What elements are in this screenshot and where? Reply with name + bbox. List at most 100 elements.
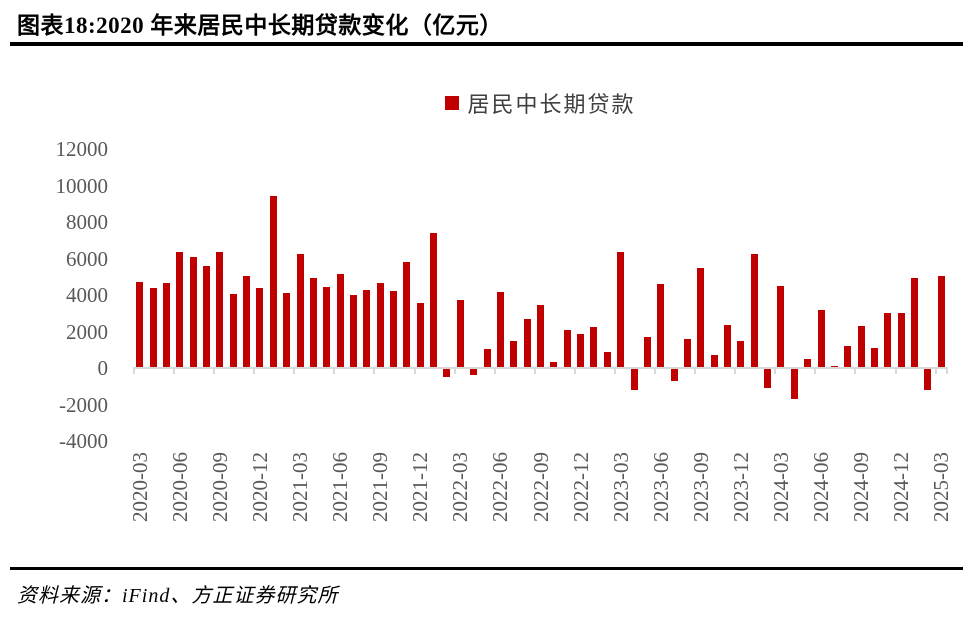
x-axis-tick [694, 367, 697, 374]
x-axis-tick [253, 367, 256, 374]
bar-2021-10 [390, 290, 398, 368]
bar-2024-05 [804, 358, 812, 368]
x-axis-tick [854, 367, 857, 374]
bar-2021-05 [323, 287, 331, 368]
x-axis-tick-label: 2021-03 [288, 452, 312, 522]
bar-2022-09 [537, 304, 544, 368]
x-axis-tick-label: 2020-12 [247, 452, 272, 522]
x-axis-tick [894, 367, 897, 374]
footer-divider [10, 567, 963, 570]
x-axis-tick [774, 367, 777, 374]
bar-2024-12 [897, 313, 905, 368]
x-axis-tick [573, 367, 576, 374]
bar-2023-11 [724, 325, 732, 368]
source-note: 资料来源：iFind、方正证券研究所 [17, 585, 339, 607]
bar-2020-04 [149, 287, 157, 368]
bar-2024-09 [857, 326, 865, 368]
bar-2020-09 [216, 251, 224, 368]
bar-2022-06 [496, 291, 504, 368]
x-axis-tick-label: 2020-06 [167, 452, 192, 522]
title-divider [10, 42, 963, 46]
y-axis-tick-label: 0 [97, 356, 109, 380]
x-axis-tick [133, 367, 135, 374]
bar-2021-03 [296, 254, 304, 368]
x-axis-tick-label: 2021-09 [368, 452, 393, 522]
x-axis-tick [293, 367, 296, 374]
bar-2021-02 [283, 292, 291, 368]
bar-2023-08 [683, 338, 691, 368]
x-axis-line [133, 367, 948, 369]
y-axis-tick-label: -2000 [59, 392, 108, 417]
y-axis-tick-label: 10000 [55, 173, 109, 198]
x-axis-tick [613, 367, 616, 374]
y-axis-tick-label: 12000 [55, 137, 109, 161]
bar-2022-10 [550, 361, 558, 368]
bar-2020-06 [176, 252, 184, 368]
x-axis-tick [413, 367, 416, 374]
bar-2022-12 [577, 333, 585, 368]
bar-2021-11 [403, 261, 411, 368]
bar-2023-02 [603, 352, 611, 368]
bar-2020-05 [162, 282, 170, 368]
bar-2021-04 [309, 278, 317, 368]
bar-2023-04 [630, 369, 638, 391]
bar-2023-05 [643, 337, 651, 368]
x-axis-tick [734, 367, 737, 374]
bar-2022-02 [443, 369, 451, 378]
x-axis-tick [814, 367, 817, 374]
x-axis-tick-label: 2020-03 [127, 452, 152, 522]
bar-2024-10 [871, 347, 879, 368]
x-axis-tick-label: 2022-12 [568, 452, 593, 522]
bar-2020-07 [189, 257, 197, 368]
bar-2024-01 [750, 253, 758, 368]
bar-2023-07 [670, 369, 678, 382]
x-axis-tick-label: 2025-03 [929, 452, 954, 522]
y-axis-tick-label: 8000 [66, 210, 108, 234]
bar-2021-09 [376, 282, 384, 368]
y-axis-tick-label: 6000 [66, 246, 108, 271]
x-axis-tick [213, 367, 216, 374]
x-axis-tick-label: 2021-12 [408, 452, 433, 522]
bar-2020-03 [136, 281, 144, 368]
y-axis-tick-label: -4000 [59, 429, 108, 453]
bar-2023-03 [617, 252, 625, 368]
bar-2025-01 [911, 277, 919, 368]
bar-2024-08 [844, 346, 852, 368]
x-axis-tick [533, 367, 536, 374]
bar-2023-12 [737, 341, 745, 368]
x-axis-tick-label: 2022-09 [528, 452, 553, 522]
bar-2020-11 [243, 275, 251, 368]
bar-2020-08 [202, 266, 210, 368]
x-axis-tick-label: 2023-09 [688, 452, 713, 522]
x-axis-tick-label: 2022-03 [448, 452, 473, 522]
bar-2022-05 [483, 348, 491, 368]
x-axis-tick [173, 367, 176, 374]
bar-2025-02 [924, 369, 932, 390]
x-axis-tick [946, 367, 948, 374]
x-axis-tick-label: 2023-12 [728, 452, 753, 522]
bar-2024-02 [764, 369, 772, 388]
bar-2022-03 [456, 299, 464, 368]
bar-2023-09 [697, 268, 705, 368]
x-axis-tick [453, 367, 456, 374]
bar-2022-04 [470, 369, 478, 375]
x-axis-tick [934, 367, 937, 374]
legend-label: 居民中长期贷款 [467, 92, 636, 117]
bar-2020-12 [256, 287, 264, 368]
bar-2021-12 [416, 303, 424, 368]
x-axis-tick [493, 367, 496, 374]
y-axis-tick-label: 2000 [66, 319, 108, 344]
bar-2024-03 [777, 285, 785, 368]
bar-2021-06 [336, 273, 344, 368]
x-axis-tick-label: 2024-06 [809, 452, 834, 522]
bar-2024-11 [884, 313, 892, 368]
x-axis-tick-label: 2022-06 [488, 452, 513, 522]
bar-2025-03 [937, 275, 945, 368]
y-axis-tick-label: 4000 [66, 283, 108, 307]
bar-2021-08 [363, 290, 371, 368]
x-axis-tick-label: 2024-03 [768, 452, 793, 522]
page-title: 图表18:2020 年来居民中长期贷款变化（亿元） [17, 13, 503, 38]
x-axis-tick [373, 367, 376, 374]
bar-2023-10 [710, 355, 718, 368]
bar-2024-06 [817, 309, 825, 368]
